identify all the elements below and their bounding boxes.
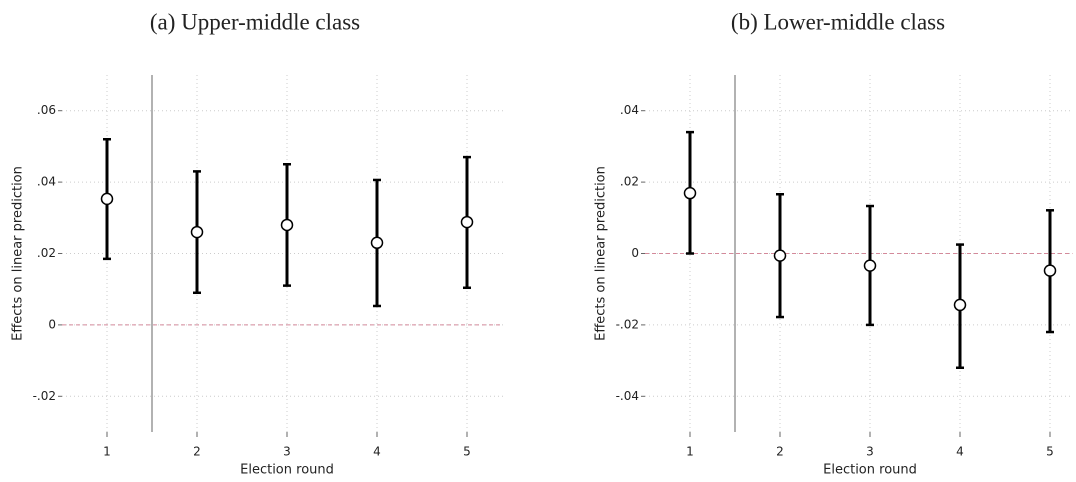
- point-estimate: [100, 192, 114, 206]
- x-tick-label: 1: [103, 445, 111, 459]
- y-axis-label: Effects on linear prediction: [11, 166, 26, 341]
- x-tick-label: 4: [373, 445, 381, 459]
- x-tick-label: 1: [686, 445, 694, 459]
- y-tick-label: .02: [37, 246, 56, 260]
- y-tick-label: .06: [37, 103, 56, 117]
- point-estimate: [773, 249, 787, 262]
- x-tick-label: 3: [283, 445, 291, 459]
- chart-title: (a) Upper-middle class: [150, 9, 360, 34]
- x-tick-label: 4: [956, 445, 964, 459]
- y-tick-label: 0: [631, 246, 639, 260]
- y-tick-label: -.02: [33, 389, 56, 403]
- point-estimate: [683, 186, 697, 200]
- point-estimate: [460, 215, 474, 229]
- point-estimate: [863, 259, 877, 272]
- x-tick-label: 2: [776, 445, 784, 459]
- chart-title: (b) Lower-middle class: [731, 9, 945, 34]
- point-estimate: [280, 218, 294, 232]
- point-estimate: [1043, 264, 1057, 277]
- x-tick-label: 5: [1046, 445, 1054, 459]
- x-tick-label: 3: [866, 445, 874, 459]
- y-tick-label: .04: [620, 103, 639, 117]
- y-tick-label: -.02: [616, 317, 639, 331]
- y-tick-label: 0: [48, 317, 56, 331]
- point-estimate: [953, 298, 967, 312]
- point-estimate: [370, 236, 384, 250]
- y-tick-label: -.04: [616, 389, 639, 403]
- y-tick-label: .04: [37, 175, 56, 189]
- x-axis-label: Election round: [823, 463, 917, 478]
- y-tick-label: .02: [620, 175, 639, 189]
- y-axis-label: Effects on linear prediction: [594, 166, 609, 341]
- x-axis-label: Election round: [240, 463, 334, 478]
- x-tick-label: 5: [463, 445, 471, 459]
- point-estimate: [190, 225, 204, 239]
- x-tick-label: 2: [193, 445, 201, 459]
